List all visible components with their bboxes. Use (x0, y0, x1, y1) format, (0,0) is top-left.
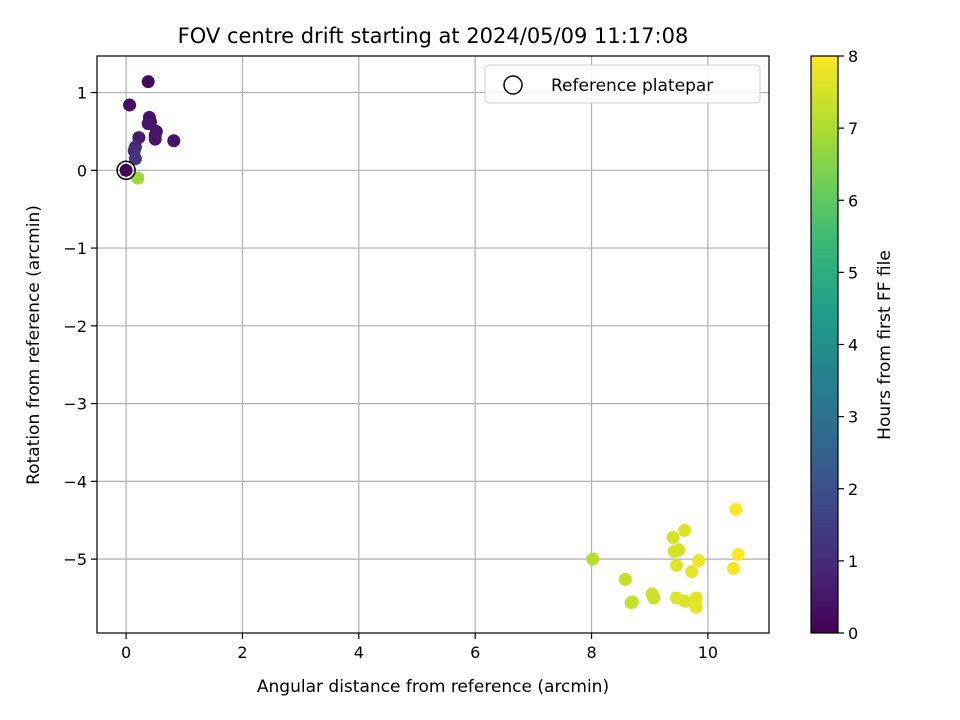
colorbar-tick-label: 5 (848, 263, 858, 282)
data-point (731, 547, 745, 561)
data-point (141, 75, 155, 89)
data-point (729, 502, 743, 516)
colorbar-tick-label: 1 (848, 552, 858, 571)
colorbar-tick-label: 2 (848, 480, 858, 499)
y-tick-label: −5 (63, 550, 87, 569)
x-tick-label: 0 (121, 643, 131, 662)
x-tick-label: 10 (698, 643, 718, 662)
legend-box (484, 64, 761, 104)
x-axis-label: Angular distance from reference (arcmin) (257, 677, 609, 697)
colorbar-tick-label: 3 (848, 408, 858, 427)
data-point (586, 552, 600, 566)
data-point (141, 117, 155, 131)
colorbar-gradient (810, 55, 839, 634)
chart-title: FOV centre drift starting at 2024/05/09 … (178, 24, 689, 48)
data-point (167, 134, 181, 148)
data-point (689, 591, 703, 605)
y-tick-label: −3 (63, 395, 87, 414)
colorbar: 0 1 2 3 4 5 6 7 8 (810, 47, 858, 643)
data-point (689, 600, 703, 614)
data-point (123, 98, 137, 112)
data-point (128, 152, 142, 166)
data-point (672, 543, 686, 557)
legend-label: Reference platepar (551, 76, 713, 96)
x-tick-label: 6 (470, 643, 480, 662)
plot-frame (96, 55, 770, 634)
colorbar-label: Hours from first FF file (875, 250, 895, 440)
x-tick-label: 8 (586, 643, 596, 662)
data-point (624, 596, 638, 610)
data-point (727, 561, 741, 575)
y-tick-label: 1 (77, 84, 87, 103)
y-tick-label: −2 (63, 317, 87, 336)
data-point (666, 530, 680, 544)
x-tick-label: 4 (354, 643, 364, 662)
y-tick-label: −4 (63, 472, 87, 491)
data-point (678, 594, 692, 608)
data-point (119, 163, 133, 177)
colorbar-tick-label: 6 (848, 191, 858, 210)
legend-marker (503, 75, 523, 95)
colorbar-tick-label: 0 (848, 624, 858, 643)
colorbar-tick-label: 4 (848, 336, 858, 355)
data-point (669, 558, 683, 572)
y-tick-label: −1 (63, 239, 87, 258)
legend: Reference platepar (484, 64, 761, 104)
data-point (685, 565, 699, 579)
y-axis-label: Rotation from reference (arcmin) (24, 205, 44, 485)
colorbar-tick-label: 8 (848, 47, 858, 66)
data-point (131, 171, 145, 185)
data-point (647, 591, 661, 605)
data-point (618, 572, 632, 586)
x-tick-label: 2 (237, 643, 247, 662)
reference-marker (116, 160, 136, 181)
y-tick-label: 0 (77, 161, 87, 180)
data-point (692, 554, 706, 568)
data-point (148, 132, 162, 146)
data-point (678, 523, 692, 537)
colorbar-tick-label: 7 (848, 119, 858, 138)
